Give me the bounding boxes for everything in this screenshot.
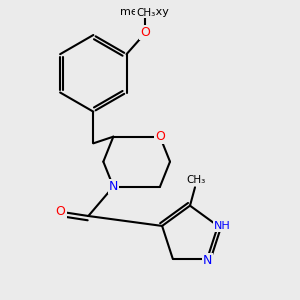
Text: CH₃: CH₃: [187, 175, 206, 185]
Text: NH: NH: [214, 221, 230, 231]
Text: methoxy: methoxy: [120, 7, 169, 17]
Text: O: O: [155, 130, 165, 143]
Text: N: N: [109, 180, 118, 193]
Text: O: O: [56, 206, 66, 218]
Text: N: N: [202, 254, 212, 267]
Text: O: O: [140, 26, 150, 39]
Text: CH₃: CH₃: [136, 8, 155, 17]
